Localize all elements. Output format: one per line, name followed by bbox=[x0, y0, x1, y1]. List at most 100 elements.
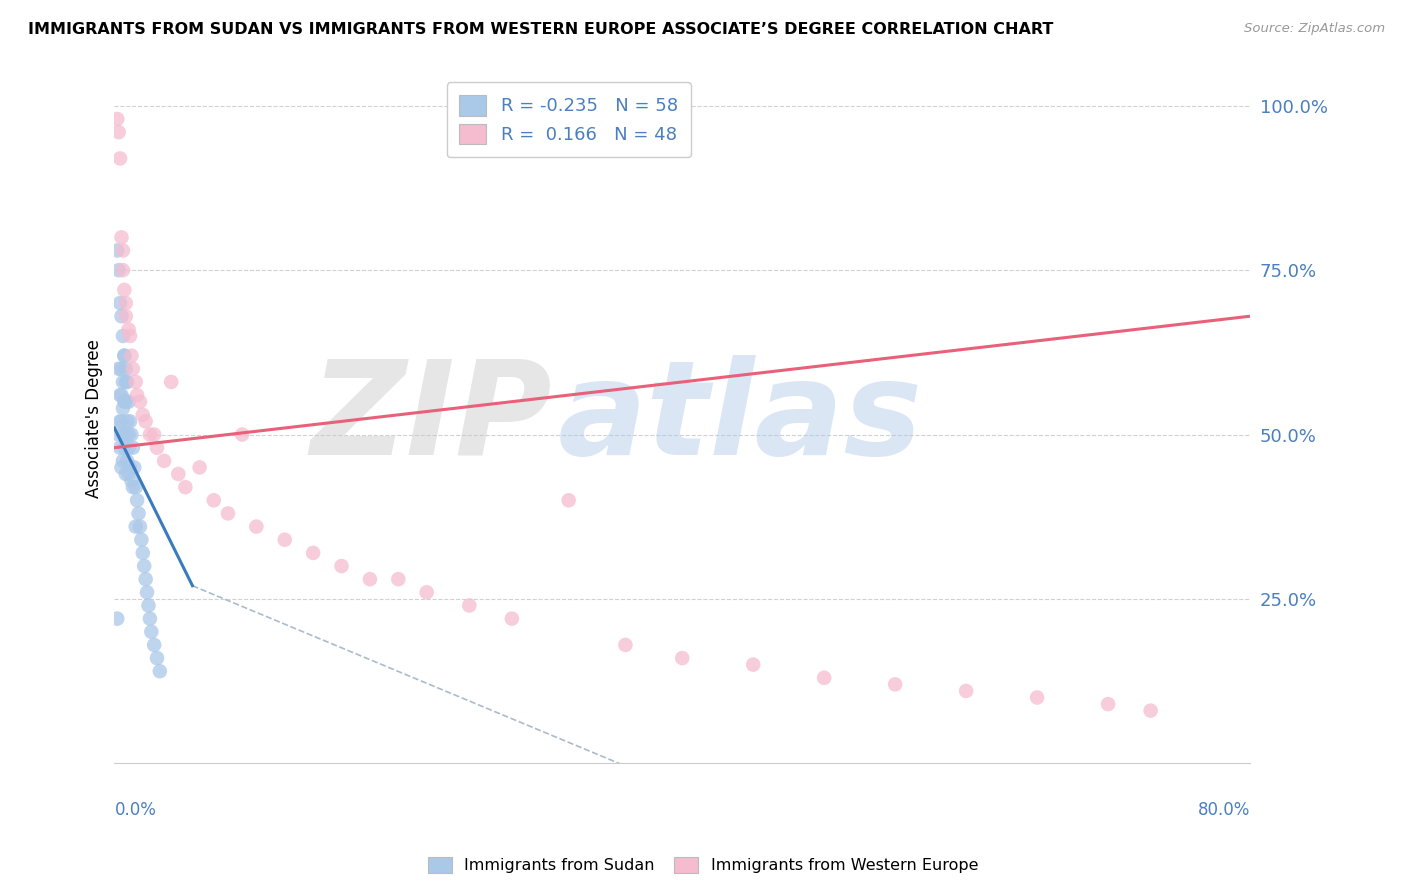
Point bbox=[114, 427, 136, 442]
Point bbox=[132, 408, 155, 422]
Point bbox=[110, 310, 132, 324]
Point bbox=[118, 414, 141, 428]
Point bbox=[884, 677, 907, 691]
Point bbox=[135, 414, 157, 428]
Point bbox=[359, 572, 381, 586]
Point bbox=[107, 125, 129, 139]
Point bbox=[112, 349, 135, 363]
Point bbox=[107, 361, 129, 376]
Point bbox=[557, 493, 579, 508]
Point bbox=[174, 480, 197, 494]
Point bbox=[108, 414, 131, 428]
Point bbox=[115, 454, 138, 468]
Point bbox=[146, 441, 169, 455]
Point bbox=[127, 493, 149, 508]
Point bbox=[107, 263, 129, 277]
Point bbox=[111, 427, 134, 442]
Point bbox=[1026, 690, 1049, 705]
Point bbox=[245, 519, 267, 533]
Point bbox=[387, 572, 409, 586]
Point bbox=[134, 559, 156, 574]
Point bbox=[111, 375, 134, 389]
Point bbox=[105, 112, 128, 126]
Point bbox=[132, 546, 155, 560]
Point bbox=[120, 349, 142, 363]
Point bbox=[117, 441, 139, 455]
Point bbox=[1139, 704, 1161, 718]
Point bbox=[115, 414, 138, 428]
Point bbox=[112, 349, 135, 363]
Point bbox=[112, 283, 135, 297]
Point bbox=[217, 507, 239, 521]
Text: 80.0%: 80.0% bbox=[1198, 801, 1250, 819]
Point bbox=[111, 401, 134, 416]
Point bbox=[112, 441, 135, 455]
Text: ZIP: ZIP bbox=[309, 355, 551, 482]
Point bbox=[167, 467, 190, 481]
Point bbox=[120, 474, 142, 488]
Point bbox=[121, 361, 143, 376]
Point bbox=[671, 651, 693, 665]
Point bbox=[127, 388, 149, 402]
Point bbox=[143, 427, 166, 442]
Point bbox=[136, 585, 159, 599]
Point bbox=[117, 427, 139, 442]
Point bbox=[108, 296, 131, 310]
Point bbox=[149, 664, 172, 678]
Point bbox=[138, 599, 160, 613]
Point bbox=[111, 244, 134, 258]
Point bbox=[458, 599, 481, 613]
Point bbox=[124, 460, 146, 475]
Point bbox=[160, 375, 183, 389]
Point bbox=[114, 310, 136, 324]
Point bbox=[955, 684, 977, 698]
Point bbox=[111, 263, 134, 277]
Point bbox=[202, 493, 225, 508]
Text: 0.0%: 0.0% bbox=[114, 801, 156, 819]
Y-axis label: Associate's Degree: Associate's Degree bbox=[86, 339, 103, 498]
Legend: Immigrants from Sudan, Immigrants from Western Europe: Immigrants from Sudan, Immigrants from W… bbox=[422, 850, 984, 880]
Point bbox=[742, 657, 765, 672]
Point bbox=[120, 427, 142, 442]
Point bbox=[188, 460, 211, 475]
Point bbox=[302, 546, 325, 560]
Point bbox=[153, 454, 176, 468]
Point bbox=[330, 559, 353, 574]
Text: atlas: atlas bbox=[557, 355, 922, 482]
Point bbox=[114, 375, 136, 389]
Text: Source: ZipAtlas.com: Source: ZipAtlas.com bbox=[1244, 22, 1385, 36]
Point bbox=[121, 480, 143, 494]
Point bbox=[115, 375, 138, 389]
Point bbox=[111, 329, 134, 343]
Point bbox=[110, 361, 132, 376]
Point bbox=[146, 651, 169, 665]
Text: IMMIGRANTS FROM SUDAN VS IMMIGRANTS FROM WESTERN EUROPE ASSOCIATE’S DEGREE CORRE: IMMIGRANTS FROM SUDAN VS IMMIGRANTS FROM… bbox=[28, 22, 1053, 37]
Point bbox=[415, 585, 437, 599]
Point bbox=[118, 329, 141, 343]
Point bbox=[231, 427, 253, 442]
Point bbox=[105, 244, 128, 258]
Point bbox=[131, 533, 153, 547]
Point bbox=[139, 427, 162, 442]
Point bbox=[107, 427, 129, 442]
Point bbox=[274, 533, 297, 547]
Point bbox=[1097, 697, 1119, 711]
Point bbox=[501, 612, 523, 626]
Point bbox=[112, 394, 135, 409]
Point bbox=[114, 296, 136, 310]
Point bbox=[125, 480, 148, 494]
Point bbox=[118, 460, 141, 475]
Point bbox=[129, 394, 152, 409]
Point bbox=[125, 519, 148, 533]
Point bbox=[129, 519, 152, 533]
Point bbox=[128, 507, 150, 521]
Point bbox=[105, 612, 128, 626]
Point bbox=[117, 467, 139, 481]
Point bbox=[143, 638, 166, 652]
Point bbox=[135, 572, 157, 586]
Point bbox=[114, 394, 136, 409]
Point bbox=[614, 638, 637, 652]
Point bbox=[108, 441, 131, 455]
Point bbox=[110, 230, 132, 244]
Point bbox=[141, 624, 163, 639]
